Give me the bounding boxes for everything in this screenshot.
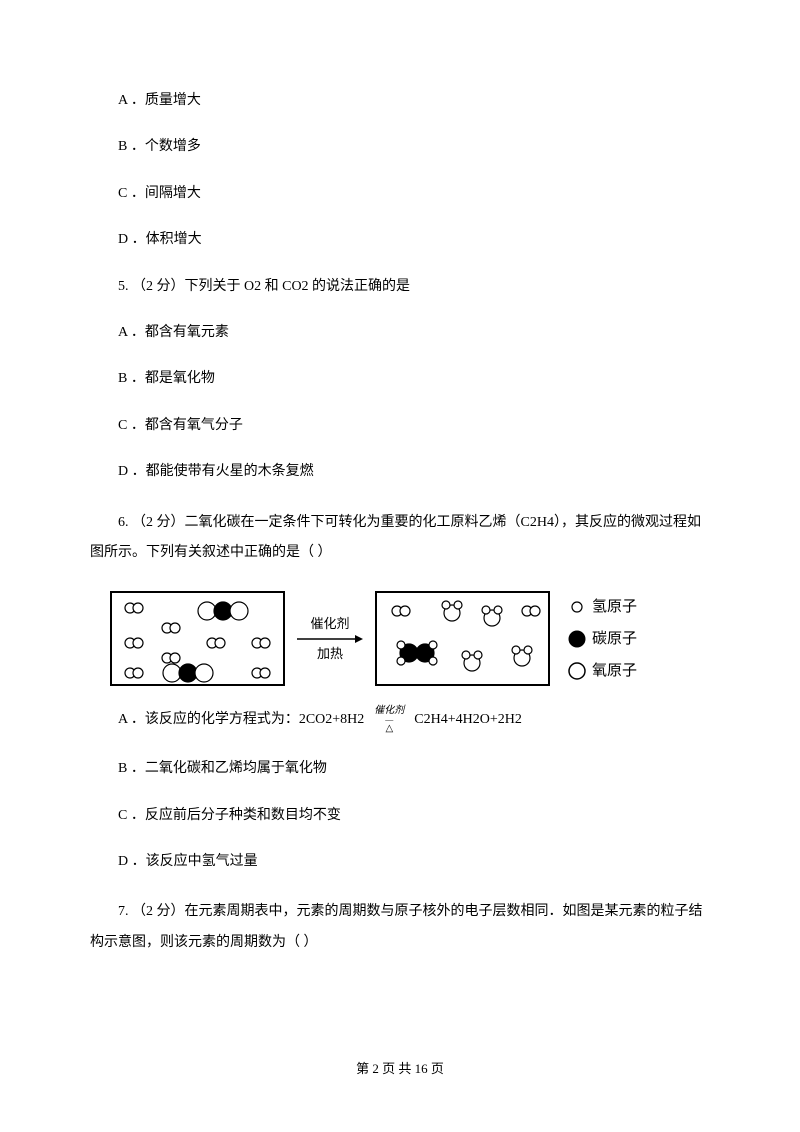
q6-a-pre: A ．该反应的化学方程式为：2CO2+8H2 xyxy=(118,709,364,731)
catalyst-stack: 催化剂 — △ xyxy=(374,706,404,734)
catalyst-tri: △ xyxy=(385,724,393,734)
q6-option-d: D ．该反应中氢气过量 xyxy=(118,851,710,873)
q6-option-a: A ．该反应的化学方程式为：2CO2+8H2 催化剂 — △ C2H4+4H2O… xyxy=(118,706,710,734)
hydrogen-icon xyxy=(568,598,586,616)
oxygen-icon xyxy=(568,662,586,680)
q5-option-d: D ．都能使带有火星的木条复燃 xyxy=(118,461,710,483)
reaction-arrow: 催化剂 加热 xyxy=(295,616,365,661)
q5-option-a: A ．都含有氧元素 xyxy=(118,322,710,344)
option-c: C ．间隔增大 xyxy=(118,183,710,205)
q5-stem: 5. （2 分）下列关于 O2 和 CO2 的说法正确的是 xyxy=(118,276,710,298)
arrow-top-label: 催化剂 xyxy=(310,616,349,632)
products-box xyxy=(375,591,550,686)
option-b: B ．个数增多 xyxy=(118,136,710,158)
arrow-icon xyxy=(295,632,365,646)
q6-option-b: B ．二氧化碳和乙烯均属于氧化物 xyxy=(118,758,710,780)
legend-c-label: 碳原子 xyxy=(592,627,637,651)
atom-legend: 氢原子 碳原子 氧原子 xyxy=(568,595,637,683)
q6-option-c: C ．反应前后分子种类和数目均不变 xyxy=(118,805,710,827)
q5-option-c: C ．都含有氧气分子 xyxy=(118,415,710,437)
q6-stem: 6. （2 分）二氧化碳在一定条件下可转化为重要的化工原料乙烯（C2H4），其反… xyxy=(90,508,710,570)
carbon-icon xyxy=(568,630,586,648)
arrow-bottom-label: 加热 xyxy=(317,646,343,662)
legend-h-label: 氢原子 xyxy=(592,595,637,619)
reactants-box xyxy=(110,591,285,686)
q7-stem: 7. （2 分）在元素周期表中，元素的周期数与原子核外的电子层数相同．如图是某元… xyxy=(90,897,710,959)
q5-option-b: B ．都是氧化物 xyxy=(118,368,710,390)
legend-o-label: 氧原子 xyxy=(592,659,637,683)
q6-a-post: C2H4+4H2O+2H2 xyxy=(414,709,522,731)
option-d: D ．体积增大 xyxy=(118,229,710,251)
q6-diagram: 催化剂 加热 xyxy=(110,591,710,686)
page-footer: 第 2 页 共 16 页 xyxy=(0,1058,800,1077)
option-a: A ．质量增大 xyxy=(118,90,710,112)
